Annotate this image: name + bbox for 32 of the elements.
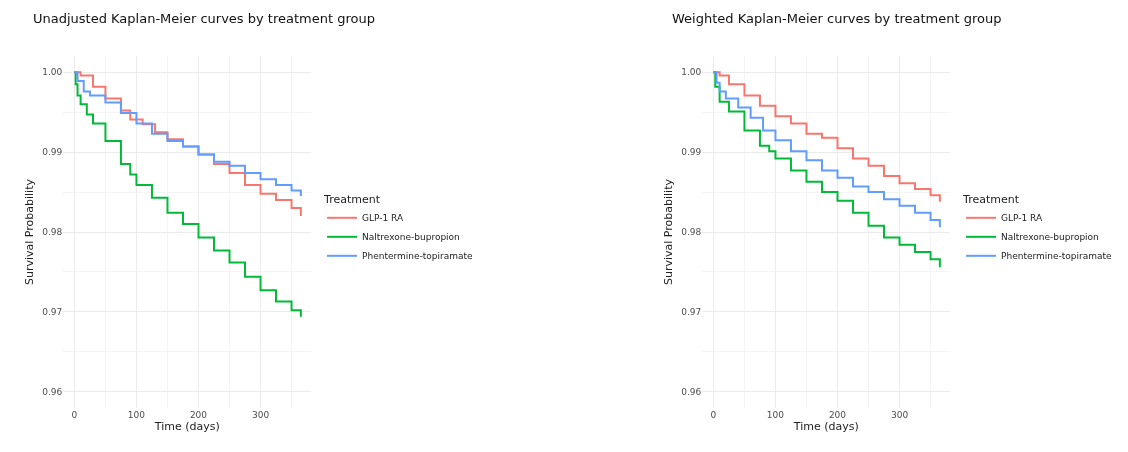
x-tick-label: 200 <box>189 409 208 420</box>
y-tick-label: 0.97 <box>42 307 63 318</box>
y-tick-label: 0.98 <box>42 227 63 238</box>
legend-label: Naltrexone-bupropion <box>1001 232 1099 243</box>
chart-title: Unadjusted Kaplan-Meier curves by treatment group <box>33 11 375 26</box>
y-tick-label: 0.98 <box>681 227 702 238</box>
x-axis-title: Time (days) <box>153 419 220 433</box>
legend-title: Treatment <box>962 193 1020 207</box>
legend-label: GLP-1 RA <box>1001 213 1043 224</box>
legend-label: Phentermine-topiramate <box>1001 251 1113 262</box>
x-tick-label: 300 <box>890 409 909 420</box>
chart-title: Weighted Kaplan-Meier curves by treatment group <box>672 11 1002 26</box>
legend-label: Naltrexone-bupropion <box>362 232 460 243</box>
x-tick-label: 200 <box>828 409 847 420</box>
x-tick-label: 100 <box>766 409 785 420</box>
x-tick-label: 300 <box>251 409 270 420</box>
y-axis-title: Survival Probability <box>22 178 36 286</box>
legend-label: GLP-1 RA <box>362 213 404 224</box>
y-tick-label: 0.97 <box>681 307 702 318</box>
legend-label: Phentermine-topiramate <box>362 251 474 262</box>
y-tick-label: 1.00 <box>681 67 702 78</box>
y-tick-label: 0.96 <box>42 386 63 397</box>
y-axis-title: Survival Probability <box>661 178 675 286</box>
legend-title: Treatment <box>323 193 381 207</box>
x-axis-title: Time (days) <box>792 419 859 433</box>
y-tick-label: 0.99 <box>42 147 63 158</box>
x-tick-label: 0 <box>71 409 78 420</box>
x-tick-label: 100 <box>127 409 146 420</box>
y-tick-label: 1.00 <box>42 67 63 78</box>
y-tick-label: 0.99 <box>681 147 702 158</box>
x-tick-label: 0 <box>710 409 717 420</box>
y-tick-label: 0.96 <box>681 386 702 397</box>
